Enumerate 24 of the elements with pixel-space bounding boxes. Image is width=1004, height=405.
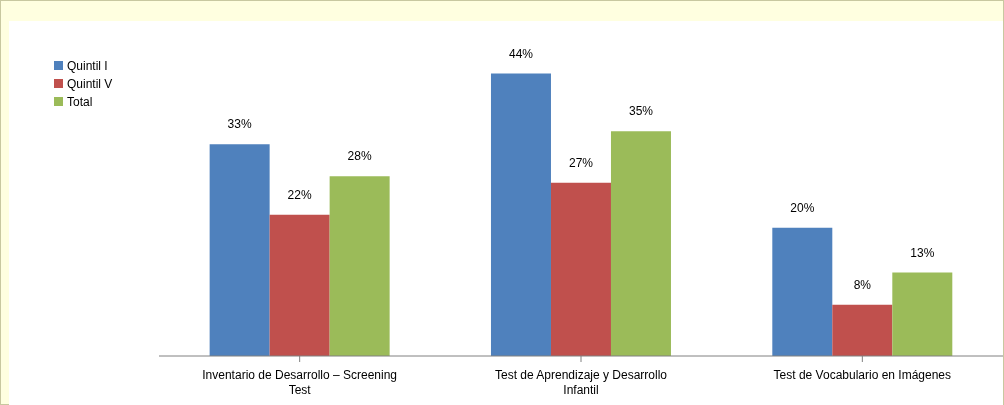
x-tick-label: Inventario de Desarrollo – Screening Test (202, 367, 398, 397)
legend-label: Quintil I (67, 59, 108, 73)
data-label: 22% (287, 187, 312, 202)
legend-label: Total (67, 95, 93, 109)
bar (490, 73, 551, 356)
data-label: 33% (227, 117, 252, 132)
data-label: 44% (508, 46, 534, 61)
bar (772, 227, 833, 356)
x-tick-label: Test de Aprendizaje y Desarrollo Infantil (494, 367, 668, 397)
data-label: 13% (910, 245, 935, 260)
data-label: 35% (628, 104, 654, 119)
data-label: 20% (790, 200, 815, 215)
legend-label: Quintil V (67, 77, 113, 91)
bar (269, 214, 330, 356)
bar (329, 176, 390, 356)
data-label: 28% (347, 149, 372, 164)
bar (892, 272, 953, 356)
data-label: 8% (853, 277, 872, 292)
bar (550, 182, 611, 356)
x-tick-label: Test de Vocabulario en Imágenes (773, 367, 952, 382)
bar (610, 131, 671, 356)
bar (832, 304, 893, 356)
bar (209, 144, 270, 356)
data-label: 27% (568, 155, 594, 170)
